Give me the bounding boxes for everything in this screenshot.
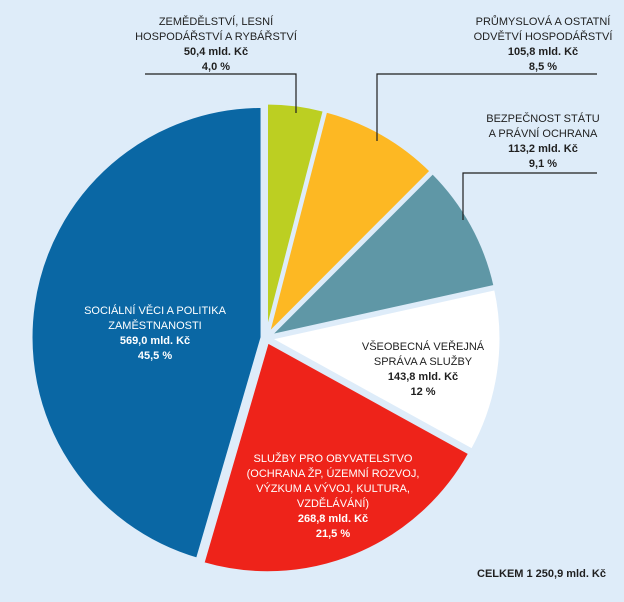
category-label: (OCHRANA ŽP, ÚZEMNÍ ROZVOJ,: [246, 468, 420, 480]
category-label: VÝZKUM A VÝVOJ, KULTURA,: [256, 483, 410, 495]
leader-line-prumysl: [376, 73, 597, 141]
leader-line-zemedelstvi: [145, 73, 297, 113]
total-label: CELKEM 1 250,9 mld. Kč: [477, 568, 606, 580]
category-label: ZEMĚDĚLSTVÍ, LESNÍ: [158, 16, 274, 28]
percent-label: 8,5 %: [528, 61, 558, 73]
slice-label-socialni: SOCIÁLNÍ VĚCI A POLITIKA ZAMĚSTNANOSTI 5…: [84, 304, 226, 364]
slice-label-sprava: VŠEOBECNÁ VEŘEJNÁ SPRÁVA A SLUŽBY 143,8 …: [362, 340, 484, 400]
slice-label-prumysl: PRŮMYSLOVÁ A OSTATNÍ ODVĚTVÍ HOSPODÁŘSTV…: [474, 15, 613, 75]
pie-slice-bezpecnost: [264, 170, 497, 339]
category-label: A PRÁVNÍ OCHRANA: [488, 128, 598, 140]
category-label: ZAMĚSTNANOSTI: [108, 320, 202, 332]
value-label: 113,2 mld. Kč: [508, 143, 578, 155]
slice-label-sluzby: SLUŽBY PRO OBYVATELSTVO (OCHRANA ŽP, ÚZE…: [247, 452, 420, 542]
category-label: ODVĚTVÍ HOSPODÁŘSTVÍ: [473, 31, 613, 43]
percent-label: 21,5 %: [315, 528, 351, 540]
percent-label: 9,1 %: [528, 158, 558, 170]
percent-label: 4,0 %: [201, 61, 231, 73]
slice-label-bezpecnost: BEZPEČNOST STÁTU A PRÁVNÍ OCHRANA 113,2 …: [486, 112, 599, 172]
category-label: SLUŽBY PRO OBYVATELSTVO: [253, 453, 413, 465]
category-label: VŠEOBECNÁ VEŘEJNÁ: [361, 341, 485, 353]
value-label: 569,0 mld. Kč: [119, 335, 191, 347]
category-label: PRŮMYSLOVÁ A OSTATNÍ: [475, 16, 611, 28]
category-label: VZDĚLÁVÁNÍ): [296, 498, 370, 510]
category-label: HOSPODÁŘSTVÍ A RYBÁŘSTVÍ: [135, 31, 297, 43]
value-label: 50,4 mld. Kč: [183, 46, 249, 58]
slice-label-zemedelstvi: ZEMĚDĚLSTVÍ, LESNÍ HOSPODÁŘSTVÍ A RYBÁŘS…: [135, 15, 297, 75]
percent-label: 12 %: [410, 386, 436, 398]
pie-slice-sprava: [265, 286, 503, 453]
pie-slice-sluzby: [200, 339, 472, 575]
percent-label: 45,5 %: [137, 350, 173, 362]
pie-slice-prumysl: [265, 109, 434, 340]
value-label: 268,8 mld. Kč: [297, 513, 369, 525]
category-label: SOCIÁLNÍ VĚCI A POLITIKA: [84, 305, 226, 317]
value-label: 105,8 mld. Kč: [507, 46, 579, 58]
value-label: 143,8 mld. Kč: [387, 371, 459, 383]
category-label: BEZPEČNOST STÁTU: [486, 113, 600, 125]
leader-line-bezpecnost: [462, 172, 597, 220]
category-label: SPRÁVA A SLUŽBY: [373, 356, 473, 368]
pie-slice-socialni: [29, 104, 264, 562]
